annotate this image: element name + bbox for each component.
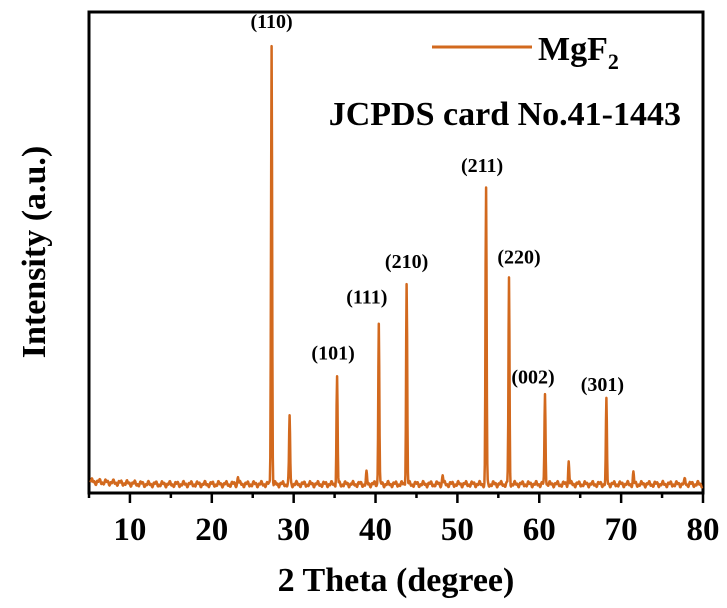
peak-label: (002) bbox=[511, 367, 554, 389]
legend-label: MgF2 bbox=[538, 31, 619, 74]
peak-label: (220) bbox=[497, 246, 540, 268]
mgf2-series-line bbox=[89, 44, 704, 489]
x-tick-label: 20 bbox=[195, 512, 228, 548]
peak-label: (211) bbox=[461, 155, 503, 177]
y-axis-title: Intensity (a.u.) bbox=[16, 146, 53, 359]
x-tick-label: 40 bbox=[359, 512, 392, 548]
x-tick-label: 30 bbox=[277, 512, 310, 548]
x-tick-label: 70 bbox=[605, 512, 638, 548]
peak-label: (111) bbox=[346, 287, 387, 309]
card-annotation: JCPDS card No.41-1443 bbox=[329, 96, 681, 133]
x-tick-label: 80 bbox=[687, 512, 720, 548]
peak-label: (301) bbox=[581, 374, 624, 396]
peak-label: (101) bbox=[311, 343, 354, 365]
x-tick-label: 50 bbox=[441, 512, 474, 548]
x-tick-labels: 10 20 30 40 50 60 70 80 bbox=[113, 512, 719, 548]
peak-label: (210) bbox=[385, 251, 428, 273]
peak-labels: (110) (101) (111) (210) (211) (220) (002) (301) bbox=[250, 11, 624, 396]
x-tick-label: 60 bbox=[523, 512, 556, 548]
peak-label: (110) bbox=[250, 11, 292, 33]
x-tick-label: 10 bbox=[113, 512, 146, 548]
x-ticks bbox=[87, 493, 705, 503]
plot-frame bbox=[87, 10, 705, 495]
x-axis-title: 2 Theta (degree) bbox=[278, 562, 515, 599]
